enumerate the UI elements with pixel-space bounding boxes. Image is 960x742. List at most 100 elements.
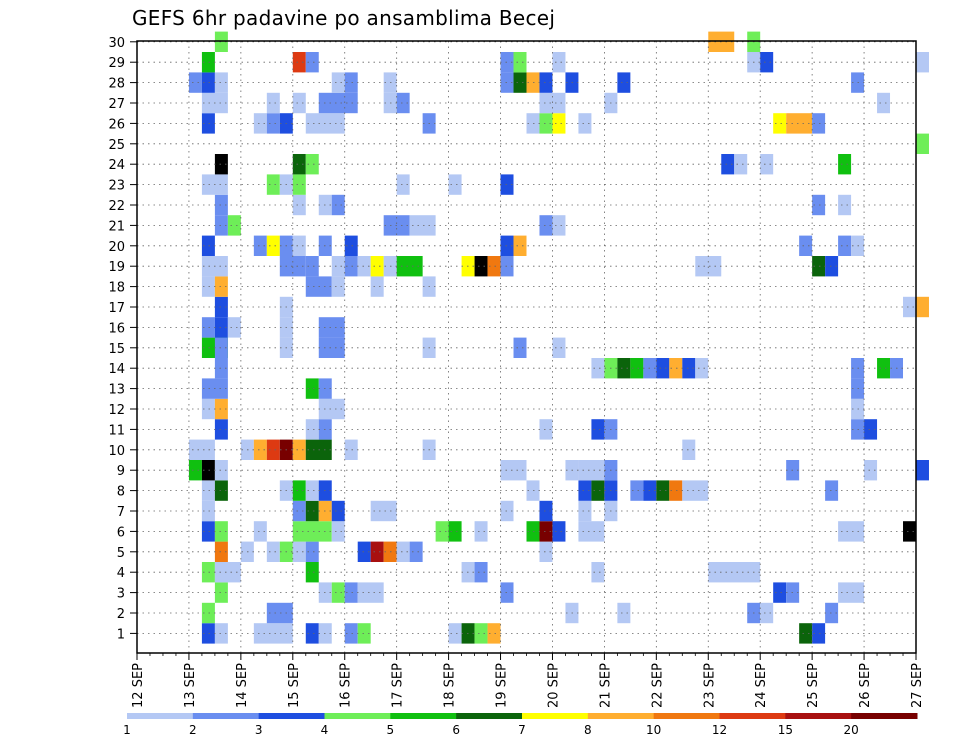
heatmap-cell (656, 358, 670, 379)
heatmap-cell (344, 439, 358, 460)
heatmap-cell (214, 562, 241, 583)
heatmap-cell (799, 235, 813, 256)
heatmap-cell (539, 215, 553, 236)
y-tick-label: 25 (108, 138, 125, 153)
heatmap-cell (591, 419, 605, 440)
heatmap-cell (838, 582, 865, 603)
y-tick-label: 6 (117, 525, 125, 540)
heatmap-cell (292, 541, 306, 562)
y-tick-label: 4 (117, 566, 125, 581)
heatmap-cell (578, 460, 605, 481)
heatmap-cell (292, 235, 306, 256)
heatmap-cell (214, 317, 228, 338)
legend-swatch (127, 713, 194, 719)
y-tick-label: 16 (108, 321, 125, 336)
y-tick-label: 22 (108, 199, 125, 214)
heatmap-cell (435, 521, 449, 542)
x-tick-label: 25 SEP (806, 663, 821, 708)
legend-swatch (324, 713, 391, 719)
x-tick-label: 21 SEP (598, 663, 613, 708)
heatmap-cell (877, 358, 891, 379)
x-axis: 12 SEP 13 SEP 14 SEP 15 SEP 16 SEP 17 SEP 18 S… (131, 653, 925, 708)
y-tick-label: 12 (108, 403, 125, 418)
legend-swatch (192, 713, 260, 719)
heatmap-cell (526, 72, 540, 93)
heatmap-cell (201, 276, 215, 297)
heatmap-cell (591, 358, 605, 379)
heatmap-cell (357, 582, 384, 603)
heatmap-cell (318, 398, 345, 420)
x-tick-label: 13 SEP (183, 663, 198, 708)
heatmap-cell (266, 541, 280, 562)
y-tick-label: 2 (117, 607, 125, 622)
legend-tick-label: 6 (452, 723, 460, 737)
legend-tick-label: 12 (712, 723, 727, 737)
heatmap-cell (812, 256, 826, 277)
y-tick-label: 5 (117, 546, 125, 561)
y-tick-label: 10 (108, 444, 125, 459)
heatmap-cell (253, 623, 293, 644)
legend-tick-label: 5 (387, 723, 395, 737)
heatmap-cell (396, 541, 410, 562)
heatmap-cell (214, 419, 228, 440)
legend-swatch (785, 713, 852, 719)
y-tick-label: 18 (108, 281, 125, 296)
heatmap-cell (916, 460, 929, 481)
legend-swatch (587, 713, 655, 719)
heatmap-cell (500, 174, 514, 195)
heatmap-cell (331, 256, 345, 277)
heatmap-cell (838, 194, 852, 216)
y-tick-label: 20 (108, 240, 125, 255)
heatmap-cell (578, 480, 592, 501)
heatmap-cells (188, 31, 929, 644)
heatmap-cell (448, 521, 462, 542)
grid-lines (137, 41, 916, 653)
heatmap-cell (409, 215, 436, 236)
heatmap-cell (474, 521, 488, 542)
heatmap-cell (214, 276, 228, 297)
heatmap-cell (448, 174, 462, 195)
heatmap-cell (370, 256, 384, 277)
legend-swatch (653, 713, 720, 719)
heatmap-cell (500, 500, 514, 522)
heatmap-cell (292, 52, 306, 73)
heatmap-cell (292, 480, 306, 501)
heatmap-cell (838, 154, 852, 175)
legend-swatch (258, 713, 325, 719)
heatmap-cell (864, 460, 878, 481)
heatmap-cell (578, 521, 605, 542)
y-axis: 1234567891011121314151617181920212223242… (108, 36, 137, 642)
x-tick-label: 22 SEP (650, 663, 665, 708)
heatmap-cell (838, 521, 865, 542)
x-tick-label: 26 SEP (858, 663, 873, 708)
heatmap-cell (201, 602, 215, 624)
heatmap-cell (656, 480, 670, 501)
heatmap-cell (331, 194, 345, 216)
heatmap-cell (487, 623, 501, 644)
heatmap-cell (825, 480, 839, 501)
heatmap-cell (253, 439, 267, 460)
heatmap-cell (669, 358, 683, 379)
heatmap-cell (188, 439, 215, 460)
heatmap-cell (539, 541, 553, 562)
heatmap-cell (305, 154, 319, 175)
heatmap-cell (201, 500, 215, 522)
heatmap-cell (916, 133, 929, 154)
x-tick-label: 24 SEP (754, 663, 769, 708)
heatmap-cell (201, 72, 215, 93)
heatmap-cell (799, 623, 813, 644)
heatmap-cell (734, 154, 748, 175)
heatmap-cell (526, 480, 540, 501)
heatmap-cell (552, 521, 566, 542)
heatmap-cell (305, 623, 319, 644)
heatmap-cell (227, 215, 241, 236)
heatmap-cell (214, 358, 228, 379)
heatmap-cell (500, 52, 514, 73)
x-tick-label: 19 SEP (495, 663, 510, 708)
y-tick-label: 24 (108, 158, 125, 173)
color-legend: 1 2 3 4 5 6 7 8 10 12 15 20 (123, 713, 918, 737)
heatmap-cell (214, 215, 228, 236)
heatmap-cell (786, 113, 813, 134)
heatmap-cell (903, 521, 916, 542)
heatmap-cell (552, 215, 566, 236)
